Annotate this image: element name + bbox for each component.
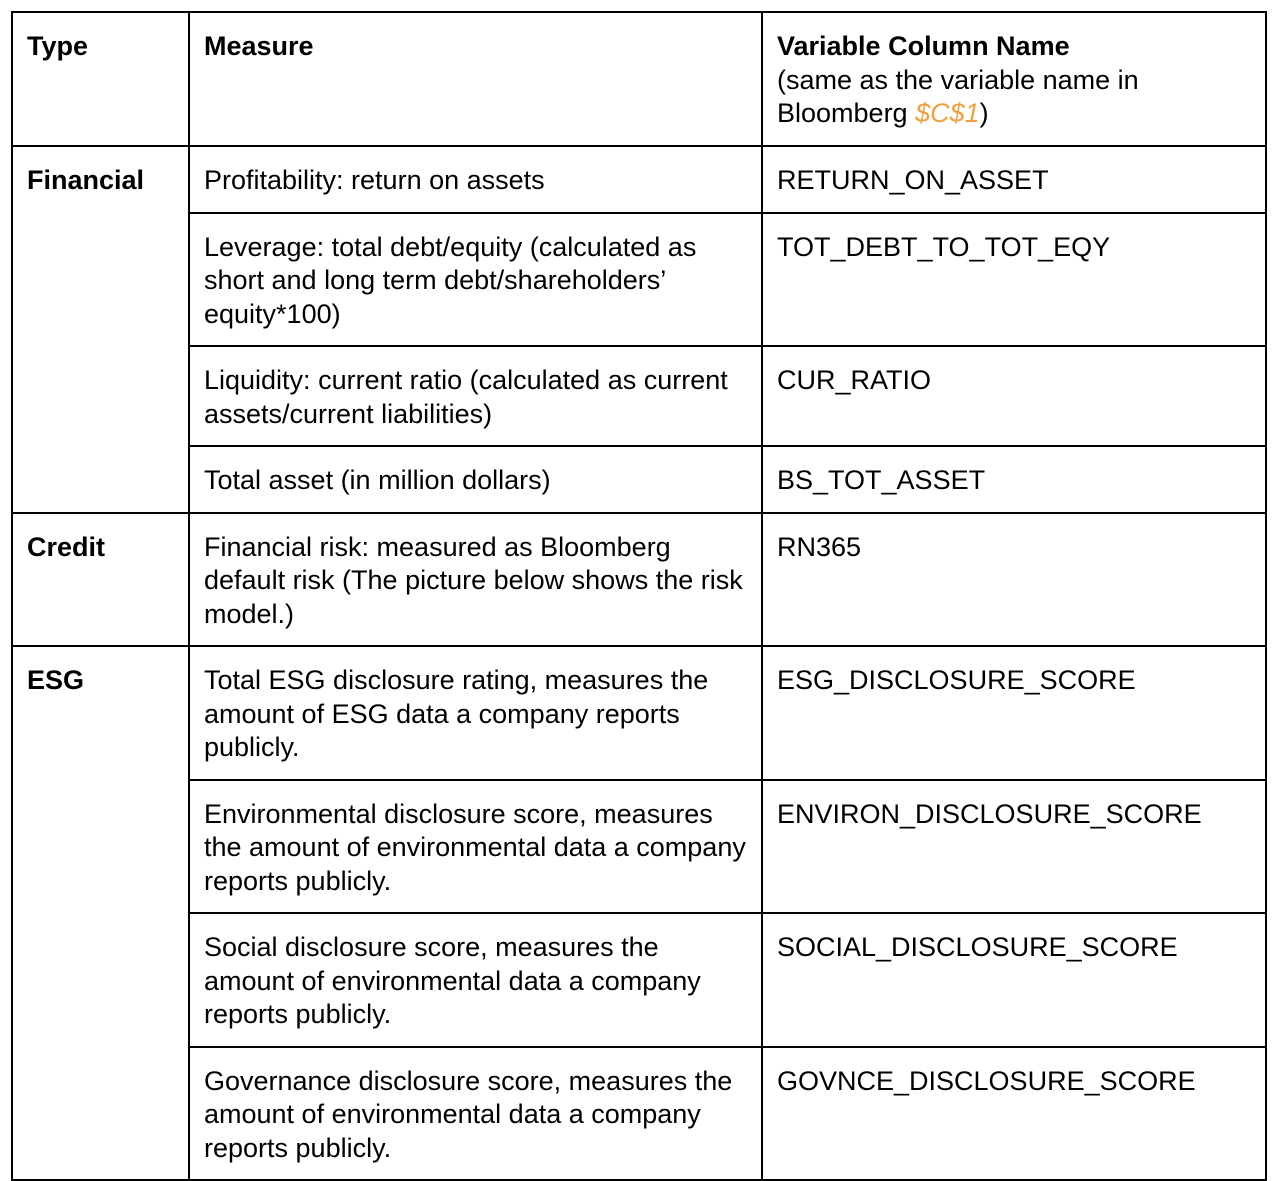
table-row: Total asset (in million dollars) BS_TOT_… <box>12 445 1267 514</box>
table-row: Social disclosure score, measures the am… <box>12 912 1267 1048</box>
header-variable-note-ref: $C$1 <box>915 98 980 128</box>
table-row: Environmental disclosure score, measures… <box>12 778 1267 914</box>
table-row: Leverage: total debt/equity (calculated … <box>12 211 1267 347</box>
variable-cell: GOVNCE_DISCLOSURE_SCORE <box>761 1045 1267 1181</box>
measure-cell: Environmental disclosure score, measures… <box>188 778 763 914</box>
measure-cell: Total asset (in million dollars) <box>188 445 763 514</box>
header-variable-note-suffix: ) <box>979 98 989 128</box>
measure-cell: Governance disclosure score, measures th… <box>188 1045 763 1181</box>
header-variable: Variable Column Name (same as the variab… <box>761 11 1267 147</box>
variables-table: Type Measure Variable Column Name (same … <box>11 11 1267 1181</box>
table-row: Financial Profitability: return on asset… <box>11 145 1267 514</box>
header-measure: Measure <box>188 11 763 147</box>
variable-cell: TOT_DEBT_TO_TOT_EQY <box>761 211 1267 347</box>
variable-cell: ENVIRON_DISCLOSURE_SCORE <box>761 778 1267 914</box>
variable-cell: SOCIAL_DISCLOSURE_SCORE <box>761 912 1267 1048</box>
header-variable-note: (same as the variable name in Bloomberg … <box>777 64 1253 131</box>
variable-cell: BS_TOT_ASSET <box>761 445 1267 514</box>
measure-cell: Social disclosure score, measures the am… <box>188 912 763 1048</box>
table-row: ESG Total ESG disclosure rating, measure… <box>11 645 1267 1181</box>
group-label-credit: Credit <box>11 511 190 647</box>
variable-cell: ESG_DISCLOSURE_SCORE <box>761 645 1267 781</box>
measure-cell: Profitability: return on assets <box>188 145 763 214</box>
measure-cell: Financial risk: measured as Bloomberg de… <box>188 511 763 647</box>
header-variable-note-prefix: (same as the variable name in Bloomberg <box>777 64 1139 129</box>
table-row: Governance disclosure score, measures th… <box>12 1045 1267 1181</box>
variable-cell: RN365 <box>761 511 1267 647</box>
measure-cell: Total ESG disclosure rating, measures th… <box>188 645 763 781</box>
table-row: Liquidity: current ratio (calculated as … <box>12 345 1267 447</box>
group-label-esg: ESG <box>11 645 190 1181</box>
header-variable-title: Variable Column Name <box>777 31 1070 61</box>
variable-cell: RETURN_ON_ASSET <box>761 145 1267 214</box>
header-type: Type <box>11 11 190 147</box>
table-row: Credit Financial risk: measured as Bloom… <box>11 511 1267 647</box>
group-label-financial: Financial <box>11 145 190 514</box>
header-row: Type Measure Variable Column Name (same … <box>11 11 1267 147</box>
measure-cell: Leverage: total debt/equity (calculated … <box>188 211 763 347</box>
measure-cell: Liquidity: current ratio (calculated as … <box>188 345 763 447</box>
variable-cell: CUR_RATIO <box>761 345 1267 447</box>
